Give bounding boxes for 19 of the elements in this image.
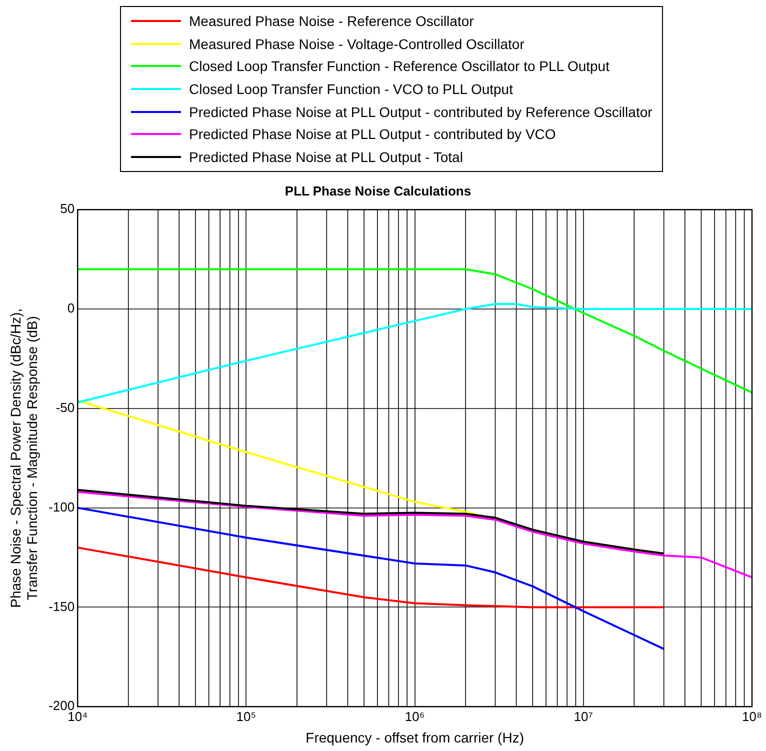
chart-title: PLL Phase Noise Calculations [284, 183, 472, 198]
legend-label: Measured Phase Noise - Reference Oscillator [189, 13, 474, 30]
legend-label: Closed Loop Transfer Function - VCO to PLL Output [189, 81, 513, 98]
y-tick-label: -100 [48, 499, 75, 514]
x-axis-title: Frequency - offset from carrier (Hz) [306, 729, 524, 746]
legend-label: Predicted Phase Noise at PLL Output - Total [189, 148, 463, 165]
y-tick-label: -150 [48, 598, 75, 614]
y-tick-label: 0 [67, 300, 75, 316]
y-tick-label: -50 [56, 400, 75, 415]
legend-label: Measured Phase Noise - Voltage-Controlled Oscillator [189, 36, 524, 52]
x-tick-label: 10⁷ [574, 708, 594, 724]
x-tick-label: 10⁸ [742, 708, 762, 724]
y-axis-title: Phase Noise - Spectral Power Density (dBc/Hz), Transfer Function - Magnitude Response (dB) [7, 308, 40, 608]
y-tick-label: 50 [60, 201, 75, 216]
legend-label: Closed Loop Transfer Function - Reference Oscillator to PLL Output [189, 58, 610, 74]
x-tick-label: 10⁶ [404, 708, 425, 724]
legend-label: Predicted Phase Noise at PLL Output - contributed by VCO [189, 126, 556, 142]
x-tick-label: 10⁵ [236, 708, 256, 724]
legend-label: Predicted Phase Noise at PLL Output - contributed by Reference Oscillator [189, 104, 652, 120]
